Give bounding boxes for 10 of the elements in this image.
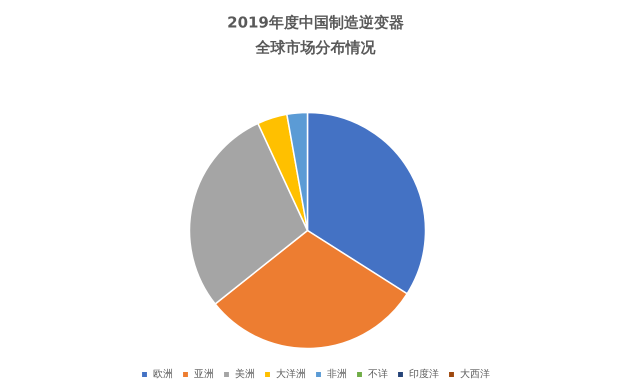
chart-subtitle: 全球市场分布情况 — [254, 38, 376, 56]
legend-label: 不详 — [368, 368, 388, 381]
legend-label: 印度洋 — [409, 368, 439, 381]
legend-label: 美洲 — [235, 368, 255, 381]
legend-label: 大洋洲 — [276, 368, 306, 381]
legend-label: 欧洲 — [153, 368, 173, 381]
legend-label: 亚洲 — [194, 368, 214, 381]
legend-label: 大西洋 — [460, 368, 490, 381]
chart-title: 2019年度中国制造逆变器 — [227, 14, 404, 32]
legend-label: 非洲 — [327, 368, 347, 381]
